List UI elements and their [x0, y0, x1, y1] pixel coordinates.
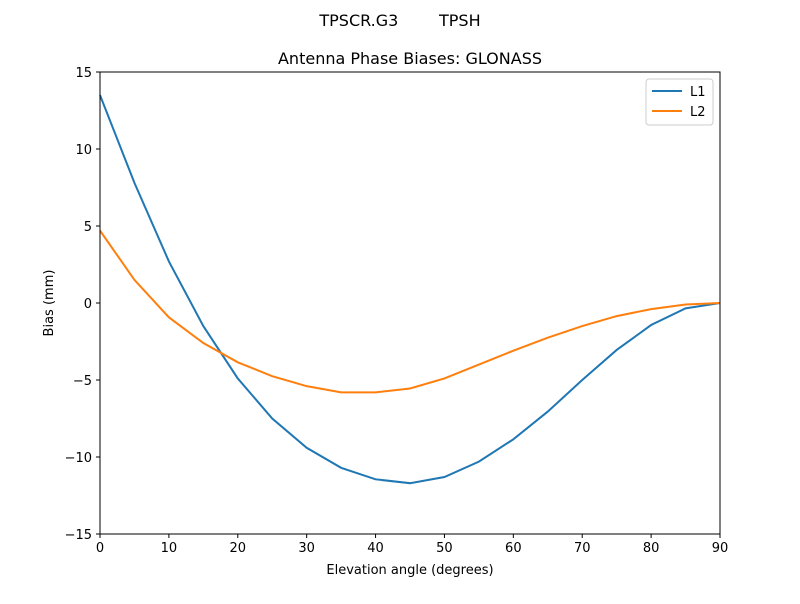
y-axis-label: Bias (mm) — [42, 270, 57, 337]
legend: L1 L2 — [645, 78, 714, 126]
x-tick-label: 20 — [230, 541, 247, 556]
ticks: 0 10 20 30 40 50 60 70 80 90 −15 −10 −5 0 5 10 15 — [65, 66, 729, 556]
y-tick-label: 0 — [84, 297, 92, 312]
x-axis-label: Elevation angle (degrees) — [326, 563, 493, 578]
chart-title: Antenna Phase Biases: GLONASS — [278, 49, 542, 68]
x-tick-label: 80 — [643, 541, 660, 556]
y-tick-label: −15 — [65, 528, 92, 543]
x-tick-label: 60 — [505, 541, 522, 556]
x-tick-label: 10 — [161, 541, 178, 556]
x-tick-label: 70 — [574, 541, 591, 556]
y-tick-label: 5 — [84, 220, 92, 235]
legend-label-l2: L2 — [690, 105, 706, 120]
plot-area — [99, 94, 721, 485]
series-line-l1 — [99, 94, 721, 485]
axes-frame — [99, 71, 721, 535]
y-tick-label: −10 — [65, 451, 92, 466]
series-line-l2 — [99, 230, 721, 394]
x-tick-label: 50 — [436, 541, 453, 556]
x-tick-label: 90 — [712, 541, 729, 556]
x-tick-label: 40 — [367, 541, 384, 556]
x-tick-label: 0 — [96, 541, 104, 556]
y-tick-label: −5 — [73, 374, 92, 389]
x-tick-label: 30 — [298, 541, 315, 556]
y-tick-label: 15 — [75, 66, 92, 81]
y-tick-label: 10 — [75, 143, 92, 158]
chart-suptitle: TPSCR.G3 TPSH — [318, 11, 480, 30]
legend-label-l1: L1 — [690, 85, 706, 100]
